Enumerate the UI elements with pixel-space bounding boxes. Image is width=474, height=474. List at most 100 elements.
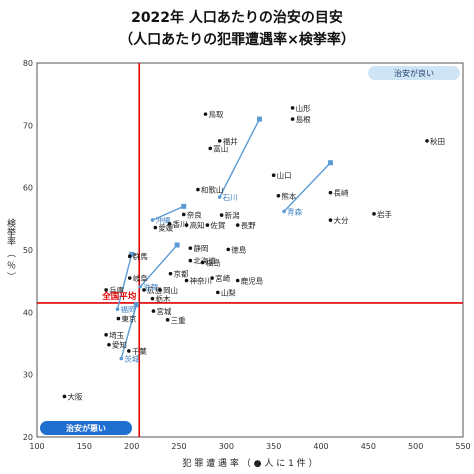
highlight-marker [129,251,135,257]
axis-ticks: 100 150 200 250 300 350 400 450 500 550 20 30 40 50 60… [23,59,471,451]
point-label: 福島 [206,257,221,267]
chart-title: 2022年 人口あたりの治安の目安 [131,9,343,26]
data-point [328,190,333,195]
data-point [205,223,210,227]
data-point [107,342,111,347]
point-label: 富山 [213,143,228,153]
badge-good-label: 治安が良い [394,68,434,78]
data-point [127,254,132,259]
x-tick-label: 350 [266,442,281,451]
point-label: 岐阜 [133,273,148,283]
data-point [184,223,189,227]
y-tick-label: 60 [23,184,33,193]
data-point [153,225,158,230]
highlight-label: 滋賀 [143,282,158,292]
highlight-line [116,254,133,310]
data-point [150,296,155,301]
point-label: 奈良 [187,209,202,219]
point-label: 秋田 [430,136,445,146]
highlight-line [139,244,178,288]
badge-good: 治安が良い [368,66,460,80]
data-point [142,288,146,292]
x-tick-label: 300 [219,442,234,451]
highlight-point [115,307,120,312]
y-tick-label: 20 [23,433,33,442]
point-label: 北海道 [193,256,216,266]
point-label: 佐賀 [210,220,225,230]
point-label: 島根 [296,114,311,124]
data-point [127,349,131,353]
data-point [158,288,162,292]
highlight-marker [174,242,180,248]
x-tick-label: 150 [77,442,92,451]
data-point [151,309,156,313]
highlight-line [283,162,331,212]
data-point [104,288,108,292]
point-label: 長野 [241,221,256,230]
badge-bad-label: 治安が悪い [66,423,106,433]
data-point [188,246,193,250]
point-label: 新潟 [225,210,240,220]
highlight-label: 青森 [287,206,302,216]
point-label: 福井 [223,136,238,146]
data-point [372,212,376,216]
point-label: 山梨 [221,287,236,297]
data-point [181,212,186,217]
highlight-label: 福岡 [120,305,135,314]
badge-bad-background [40,421,132,435]
x-tick-label: 450 [361,442,376,451]
data-point [165,318,170,322]
point-label: 山形 [296,103,311,113]
point-label: 埼玉 [109,330,124,340]
highlight-label: 茨城 [124,353,139,363]
data-point [168,271,173,276]
highlight-point [119,356,124,361]
data-point [62,394,67,399]
point-label: 愛知 [112,340,127,350]
data-point [290,117,295,121]
x-tick-label: 250 [171,442,186,451]
point-label: 鹿児島 [241,276,264,286]
chart-subtitle: （人口あたりの犯罪遭遇率×検挙率） [119,31,355,48]
data-point [217,139,222,143]
data-point [184,278,189,283]
point-label: 大阪 [67,391,82,401]
point-label: 群馬 [133,251,148,261]
point-label: 三重 [171,316,186,325]
average-lines [37,63,463,437]
x-tick-label: 500 [408,442,423,451]
x-tick-label: 200 [124,442,139,451]
data-point [226,247,231,252]
point-label: 静岡 [193,243,208,253]
point-label: 宮城 [156,306,171,316]
data-point [216,290,220,295]
y-tick-label: 80 [23,59,33,68]
point-label: 神奈川 [190,276,213,286]
x-axis-label: 犯 罪 遭 遇 率 （ ● 人 に 1 件 ） [182,457,317,469]
data-point [200,260,205,265]
point-label: 徳島 [231,244,246,254]
plot-frame [36,62,464,438]
data-point [208,146,213,151]
data-point [235,223,240,227]
y-tick-label: 40 [23,308,33,317]
x-tick-label: 550 [455,442,470,451]
point-label: 京都 [173,269,188,279]
data-point [127,276,132,280]
data-point [116,316,121,321]
x-tick-label: 100 [29,442,44,451]
data-point [271,173,276,177]
y-tick-label: 70 [23,121,33,130]
data-point [219,213,224,217]
badge-good-background [368,66,460,80]
data-point [290,106,295,110]
data-point [210,276,214,280]
y-axis-label: 検挙率 （ ％ ） [5,218,16,282]
highlight-point [138,284,142,289]
point-label: 山口 [277,170,292,180]
x-tick-label: 400 [313,442,328,451]
point-label: 東京 [121,314,136,324]
